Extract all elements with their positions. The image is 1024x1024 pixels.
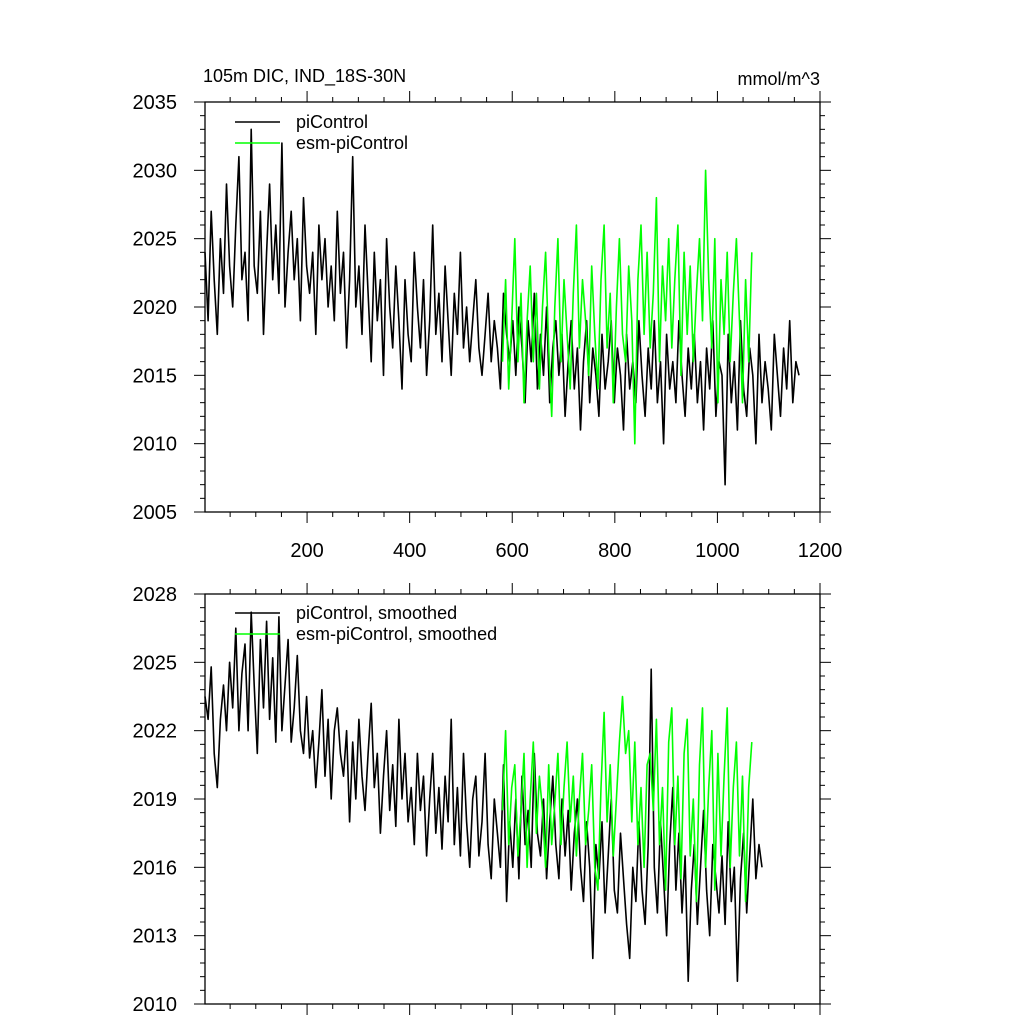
x-tick-label-top-600: 600 [496, 540, 529, 562]
y-tick-label-top-2025: 2025 [133, 229, 178, 251]
y-tick-label-bottom-2019: 2019 [133, 789, 178, 811]
y-tick-label-top-2020: 2020 [133, 297, 178, 319]
x-tick-label-top-200: 200 [290, 540, 323, 562]
y-tick-label-bottom-2013: 2013 [133, 926, 178, 948]
y-tick-label-bottom-2022: 2022 [133, 721, 178, 743]
y-tick-label-top-2010: 2010 [133, 434, 178, 456]
x-tick-label-top-800: 800 [598, 540, 631, 562]
y-tick-label-top-2015: 2015 [133, 365, 178, 387]
y-tick-label-top-2005: 2005 [133, 502, 178, 524]
x-tick-label-top-1200: 1200 [798, 540, 843, 562]
chart-title: 105m DIC, IND_18S-30N [203, 66, 406, 87]
legend-label-esm-picontrol: esm-piControl [296, 133, 408, 153]
series-group-bottom [204, 611, 763, 983]
legend-top: piControl esm-piControl [235, 112, 408, 153]
series-line-bottom-1 [501, 695, 753, 903]
x-tick-label-top-1000: 1000 [695, 540, 740, 562]
panel-bottom: 2010 2013 2016 2019 2022 2025 2028 piControl, … [133, 583, 831, 1016]
y-tick-label-bottom-2016: 2016 [133, 857, 178, 879]
y-tick-label-top-2030: 2030 [133, 160, 178, 182]
x-tick-label-top-400: 400 [393, 540, 426, 562]
series-line-top-0 [204, 128, 800, 486]
axes-bottom: 2010 2013 2016 2019 2022 2025 2028 [133, 583, 831, 1016]
y-tick-label-bottom-2010: 2010 [133, 994, 178, 1016]
y-tick-label-top-2035: 2035 [133, 92, 178, 114]
legend-bottom: piControl, smoothed esm-piControl, smoot… [235, 603, 497, 644]
panel-top: 105m DIC, IND_18S-30N mmol/m^3 200 400 600… [133, 66, 843, 562]
series-group-top [204, 128, 800, 486]
y-tick-label-bottom-2025: 2025 [133, 652, 178, 674]
legend-label-picontrol: piControl [296, 112, 368, 132]
series-line-top-1 [501, 169, 753, 445]
legend-label-picontrol-smoothed: piControl, smoothed [296, 603, 457, 623]
y-tick-label-bottom-2028: 2028 [133, 584, 178, 606]
series-line-bottom-0 [204, 611, 763, 983]
axes-top: 200 400 600 800 1000 1200 2005 2010 2015 2020 2025… [133, 91, 843, 562]
units-label: mmol/m^3 [738, 69, 820, 89]
legend-label-esm-picontrol-smoothed: esm-piControl, smoothed [296, 624, 497, 644]
